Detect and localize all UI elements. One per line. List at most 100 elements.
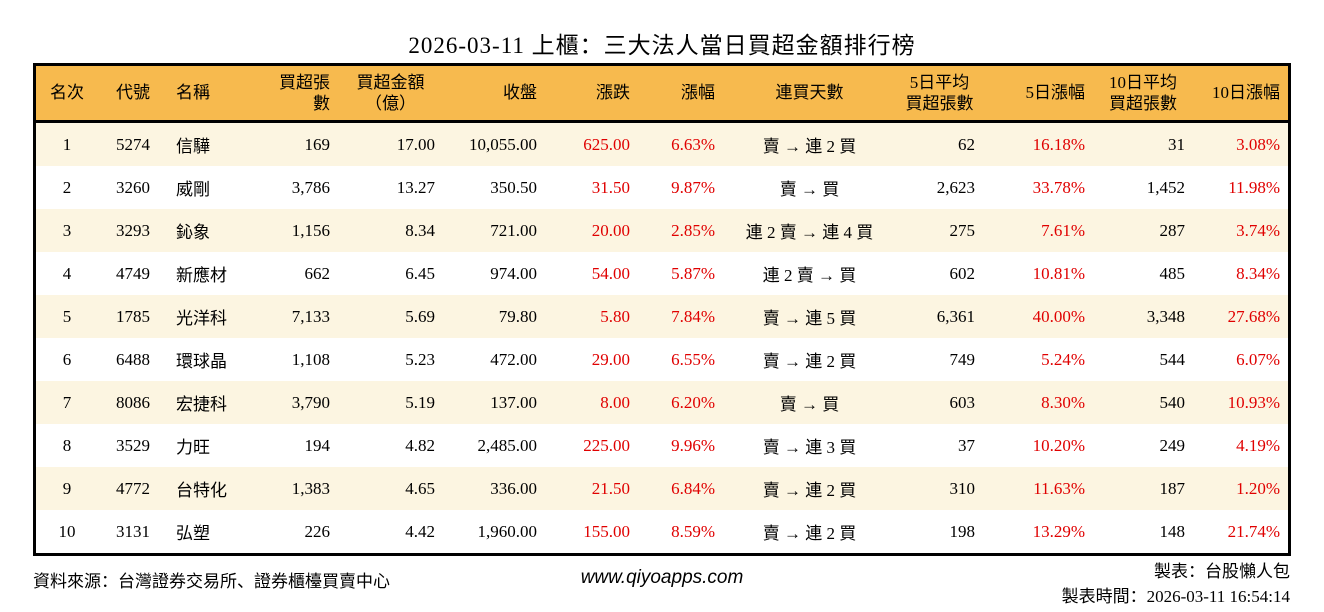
- table-cell: 6.20%: [638, 381, 723, 424]
- table-cell: 33.78%: [1032, 177, 1085, 197]
- table-cell: 10.81%: [1032, 263, 1085, 283]
- table-cell: 11.98%: [1228, 177, 1280, 197]
- table-cell: 8086: [98, 381, 168, 424]
- table-cell: 賣 → 買: [779, 180, 840, 199]
- table-cell: 225.00: [583, 435, 630, 455]
- table-cell: 544: [1159, 349, 1186, 369]
- header-cell: 連買天數: [723, 66, 896, 123]
- table-cell: 350.50: [490, 177, 537, 197]
- table-row: 3 3293 鈊象 1,156 8.34 721.00 20.00 2.85% 連 2 賣 → …: [36, 209, 1288, 252]
- table-cell: 2,623: [936, 177, 975, 197]
- table-cell: 4772: [98, 467, 168, 510]
- table-cell: 54.00: [591, 263, 630, 283]
- table-cell: 9: [36, 467, 98, 510]
- table-row: 7 8086 宏捷科 3,790 5.19 137.00 8.00 6.20% 賣 → 買 603…: [36, 381, 1288, 424]
- table-cell: 1,960.00: [477, 521, 538, 541]
- table-cell: 31.50: [591, 177, 630, 197]
- table-cell: 3260: [116, 177, 150, 197]
- table-cell: 力旺: [176, 438, 210, 457]
- table-cell: 3,348: [1093, 295, 1193, 338]
- table-row: 2 3260 威剛 3,786 13.27 350.50 31.50 9.87% 賣 → 買 2,…: [36, 166, 1288, 209]
- table-cell: 新應材: [176, 266, 227, 285]
- table-cell: 17.00: [338, 123, 443, 166]
- table-cell: 8.30%: [983, 381, 1093, 424]
- table-cell: 弘塑: [176, 524, 210, 543]
- table-row: 8 3529 力旺 194 4.82 2,485.00 225.00 9.96% 賣 → 連 3…: [36, 424, 1288, 467]
- table-cell: 2.85%: [638, 209, 723, 252]
- made-time-note: 製表時間：2026-03-11 16:54:14: [1061, 587, 1290, 606]
- table-cell: 8.59%: [671, 521, 715, 541]
- table-cell: 21.74%: [1227, 521, 1280, 541]
- website-url: www.qiyoapps.com: [580, 567, 744, 588]
- table-header-row: 名次 代號 名稱 買超張數 買超金額 （億） 收盤 漲跌 漲幅 連買天數 5日平均 買超張數 5日漲…: [36, 66, 1288, 123]
- table-cell: 194: [304, 435, 331, 455]
- table-cell: 198: [949, 521, 976, 541]
- table-cell: 37: [958, 435, 975, 455]
- table-cell: 7,133: [266, 295, 338, 338]
- table-cell: 155.00: [583, 521, 630, 541]
- table-cell: 3.08%: [1193, 123, 1288, 166]
- table-cell: 13.27: [396, 177, 435, 197]
- table-cell: 3529: [116, 435, 150, 455]
- table-cell: 249: [1159, 435, 1186, 455]
- table-cell: 4749: [116, 263, 150, 283]
- table-cell: 8.34: [338, 209, 443, 252]
- table-cell: 7: [36, 381, 98, 424]
- table-cell: 31: [1093, 123, 1193, 166]
- table-cell: 79.80: [443, 295, 545, 338]
- table-cell: 3293: [98, 209, 168, 252]
- header-cell: 漲幅: [638, 66, 723, 123]
- table-cell: 5.69: [338, 295, 443, 338]
- table-row: 4 4749 新應材 662 6.45 974.00 54.00 5.87% 連 2 賣 → 買…: [36, 252, 1288, 295]
- table-cell: 賣 → 連 3 買: [762, 438, 857, 457]
- header-cell: 10日平均 買超張數: [1093, 66, 1193, 123]
- page-title: 2026-03-11 上櫃：三大法人當日買超金額排行榜: [408, 33, 916, 58]
- table-cell: 信驊: [168, 123, 266, 166]
- header-cell: 5日漲幅: [983, 66, 1093, 123]
- table-cell: 20.00: [545, 209, 638, 252]
- table-cell: 威剛: [176, 180, 210, 199]
- table-cell: 721.00: [443, 209, 545, 252]
- header-cell: 名次: [36, 66, 98, 123]
- table-cell: 環球晶: [176, 352, 227, 371]
- table-cell: 40.00%: [983, 295, 1093, 338]
- table-cell: 4.82: [405, 435, 435, 455]
- header-cell: 漲跌: [545, 66, 638, 123]
- table-cell: 625.00: [545, 123, 638, 166]
- data-source-note: 資料來源：台灣證券交易所、證券櫃檯買賣中心: [33, 572, 390, 591]
- table-cell: 8: [62, 435, 72, 455]
- table-cell: 662: [304, 263, 331, 283]
- table-cell: 336.00: [443, 467, 545, 510]
- table-cell: 169: [266, 123, 338, 166]
- table-cell: 974.00: [490, 263, 537, 283]
- table-cell: 21.50: [545, 467, 638, 510]
- table-cell: 3131: [116, 521, 150, 541]
- table-cell: 3,790: [266, 381, 338, 424]
- table-cell: 148: [1159, 521, 1186, 541]
- table-cell: 鈊象: [168, 209, 266, 252]
- table-cell: 6.55%: [671, 349, 715, 369]
- table-cell: 13.29%: [1032, 521, 1085, 541]
- made-by-note: 製表：台股懶人包: [1154, 562, 1290, 581]
- table-cell: 10.93%: [1193, 381, 1288, 424]
- table-cell: 4: [62, 263, 72, 283]
- table-cell: 5274: [98, 123, 168, 166]
- table-cell: 5.80: [545, 295, 638, 338]
- table-cell: 宏捷科: [168, 381, 266, 424]
- table-cell: 275: [896, 209, 983, 252]
- table-cell: 賣 → 連 2 買: [723, 467, 896, 510]
- table-cell: 5: [36, 295, 98, 338]
- table-cell: 749: [949, 349, 976, 369]
- table-cell: 5.87%: [671, 263, 715, 283]
- table-cell: 602: [949, 263, 976, 283]
- table-cell: 9.87%: [671, 177, 715, 197]
- table-cell: 6.84%: [638, 467, 723, 510]
- table-cell: 8.00: [545, 381, 638, 424]
- table-cell: 287: [1093, 209, 1193, 252]
- table-cell: 3.74%: [1193, 209, 1288, 252]
- table-cell: 9.96%: [671, 435, 715, 455]
- table-cell: 472.00: [490, 349, 537, 369]
- header-cell: 10日漲幅: [1193, 66, 1288, 123]
- table-cell: 賣 → 連 5 買: [723, 295, 896, 338]
- table-cell: 台特化: [168, 467, 266, 510]
